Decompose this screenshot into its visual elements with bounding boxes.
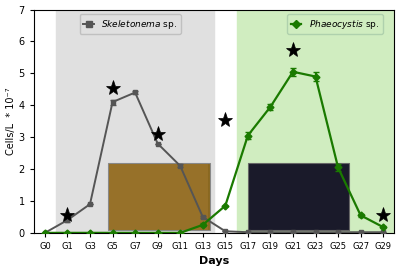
Bar: [109, 164, 208, 230]
Bar: [108, 163, 210, 230]
X-axis label: Days: Days: [199, 256, 229, 267]
Bar: [56, 10, 214, 233]
Y-axis label: Cells/L  * 10⁻⁷: Cells/L * 10⁻⁷: [6, 88, 16, 155]
Legend: $\it{Phaeocystis}$ sp.: $\it{Phaeocystis}$ sp.: [287, 14, 383, 34]
Bar: [248, 163, 349, 230]
Bar: [236, 10, 394, 233]
